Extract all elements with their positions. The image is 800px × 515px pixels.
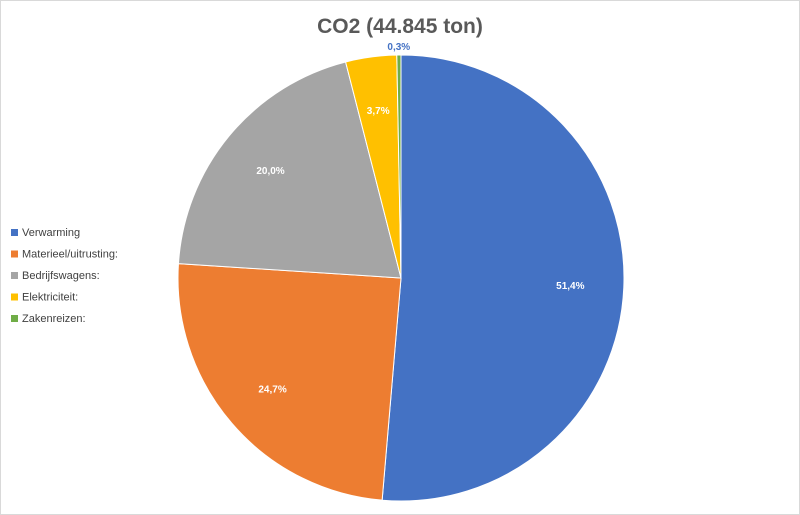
- legend-label-verwarming: Verwarming: [22, 227, 80, 239]
- legend-label-bedrijfswagens: Bedrijfswagens:: [22, 270, 100, 282]
- legend-swatch-zakenreizen: [11, 315, 18, 322]
- pie-slice-bedrijfswagens: [177, 61, 402, 279]
- legend-label-materieel-uitrusting: Materieel/uitrusting:: [22, 249, 118, 261]
- pie-slice-materieel-uitrusting: [177, 263, 402, 501]
- legend-swatch-verwarming: [11, 229, 18, 236]
- data-label-verwarming: 51,4%: [556, 281, 584, 292]
- data-label-bedrijfswagens: 20,0%: [256, 166, 284, 177]
- legend: Verwarming Materieel/uitrusting: Bedrijfsw…: [11, 227, 118, 325]
- data-label-elektriciteit: 3,7%: [367, 106, 390, 117]
- legend-label-elektriciteit: Elektriciteit:: [22, 292, 78, 304]
- pie-slice-verwarming: [381, 54, 625, 502]
- legend-label-zakenreizen: Zakenreizen:: [22, 313, 86, 325]
- legend-swatch-materieel-uitrusting: [11, 250, 18, 258]
- legend-swatch-elektriciteit: [11, 293, 18, 301]
- data-label-materieel-uitrusting: 24,7%: [258, 385, 286, 396]
- slice-labels: 51,4% 24,7% 20,0% 3,7% 0,3%: [256, 42, 584, 396]
- data-label-zakenreizen: 0,3%: [387, 42, 410, 53]
- pie-slices: [177, 54, 625, 502]
- chart-title: CO2 (44.845 ton): [317, 15, 483, 38]
- pie-slice-zakenreizen: [396, 54, 402, 279]
- legend-swatch-bedrijfswagens: [11, 272, 18, 279]
